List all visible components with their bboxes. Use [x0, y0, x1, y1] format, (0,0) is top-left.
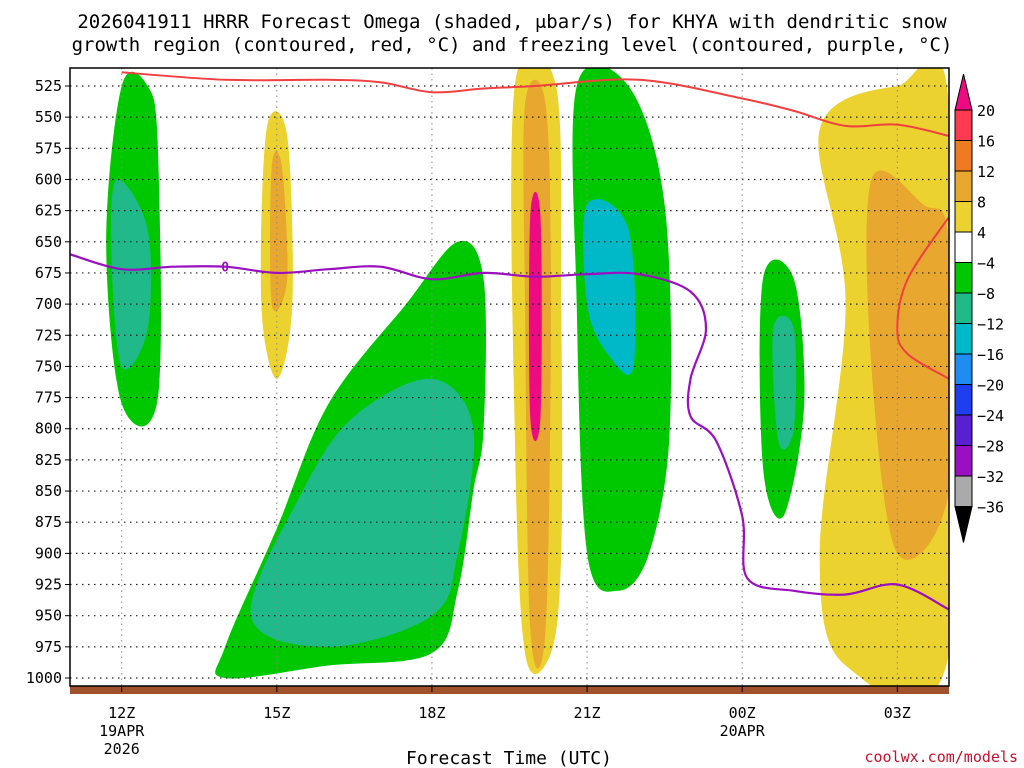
colorbar-label: −8: [977, 285, 995, 303]
colorbar-label: −28: [977, 438, 1004, 456]
omega-region-orange-plume-15z: [270, 151, 288, 312]
colorbar-swatch: [954, 170, 973, 202]
colorbar-swatch: [954, 475, 973, 507]
chart-title-line1: 2026041911 HRRR Forecast Omega (shaded, …: [77, 11, 947, 33]
freezing-level-label: 0: [221, 261, 229, 276]
y-tick-label: 625: [35, 202, 62, 220]
omega-region-teal-pocket-00z: [772, 315, 797, 450]
colorbar-swatch: [954, 140, 973, 172]
colorbar-label: −20: [977, 377, 1004, 395]
y-tick-label: 575: [35, 139, 62, 157]
y-tick-label: 775: [35, 389, 62, 407]
y-tick-label: 950: [35, 607, 62, 625]
contour-lines: 0: [70, 71, 949, 611]
omega-shading: [106, 68, 949, 686]
y-tick-label: 525: [35, 77, 62, 95]
y-tick-label: 925: [35, 576, 62, 594]
dgz-contour-upper: [121, 71, 949, 137]
colorbar-swatch: [954, 414, 973, 446]
x-tick-label: 12Z: [108, 704, 135, 722]
y-tick-label: 675: [35, 264, 62, 282]
y-tick-label: 850: [35, 482, 62, 500]
x-tick-label: 00Z: [729, 704, 756, 722]
colorbar-label: 8: [977, 194, 986, 212]
colorbar-label: 16: [977, 133, 995, 151]
colorbar-label: 20: [977, 102, 995, 120]
x-tick-label: 21Z: [574, 704, 601, 722]
omega-region-magenta-core-20z: [528, 191, 542, 442]
omega-region-orange-right-broad: [866, 170, 949, 560]
x-tick-date: 20APR: [720, 722, 766, 740]
colorbar-label: −12: [977, 316, 1004, 334]
y-tick-label: 650: [35, 233, 62, 251]
plot-frame: [69, 67, 950, 687]
colorbar-swatch: [954, 323, 973, 355]
colorbar-swatch: [954, 262, 973, 294]
x-tick-label: 18Z: [418, 704, 445, 722]
chart-title-line2: growth region (contoured, red, °C) and f…: [72, 34, 953, 56]
y-tick-label: 875: [35, 513, 62, 531]
colorbar-swatch: [954, 445, 973, 477]
colorbar-swatch: [954, 384, 973, 416]
colorbar-label: −24: [977, 407, 1004, 425]
colorbar-label: −16: [977, 346, 1004, 364]
y-tick-label: 600: [35, 170, 62, 188]
dgz-contour-lower: [896, 216, 949, 380]
colorbar-bottom-arrow: [954, 506, 973, 543]
x-tick-label: 15Z: [263, 704, 290, 722]
y-tick-label: 800: [35, 420, 62, 438]
colorbar-swatch: [954, 292, 973, 324]
y-tick-label: 975: [35, 638, 62, 656]
y-tick-label: 750: [35, 357, 62, 375]
colorbar: 20 16 12 8 4 −4 −8 −12 −16 −20 −24 −28 −32 −36: [954, 73, 1004, 543]
colorbar-swatch: [954, 231, 973, 263]
x-tick-date: 19APR: [99, 722, 145, 740]
colorbar-top-arrow: [954, 73, 973, 111]
y-tick-label: 725: [35, 326, 62, 344]
y-tick-label: 825: [35, 451, 62, 469]
grid-lines: [70, 68, 949, 686]
x-axis-label: Forecast Time (UTC): [406, 748, 612, 768]
colorbar-swatch: [954, 109, 973, 141]
freezing-level-contour: [70, 253, 949, 611]
y-tick-label: 900: [35, 544, 62, 562]
colorbar-label: −36: [977, 499, 1004, 517]
x-tick-label: 03Z: [884, 704, 911, 722]
colorbar-swatch: [954, 201, 973, 233]
omega-region-teal-plume-mid: [250, 378, 475, 647]
y-tick-label: 700: [35, 295, 62, 313]
y-tick-label: 1000: [26, 669, 62, 687]
y-tick-label: 550: [35, 108, 62, 126]
omega-region-blue-core-21z: [583, 199, 636, 375]
y-axis: 525 550 575 600 625 650 675 700 725 750 775 800 825 8…: [26, 77, 70, 687]
ground-bar: [70, 686, 949, 694]
omega-region-teal-core-left: [110, 179, 152, 370]
colorbar-label: −32: [977, 468, 1004, 486]
watermark: coolwx.com/models: [864, 748, 1018, 766]
x-tick-year: 2026: [104, 740, 140, 758]
colorbar-label: 4: [977, 224, 986, 242]
colorbar-swatch: [954, 353, 973, 385]
colorbar-label: 12: [977, 163, 995, 181]
colorbar-label: −4: [977, 255, 995, 273]
